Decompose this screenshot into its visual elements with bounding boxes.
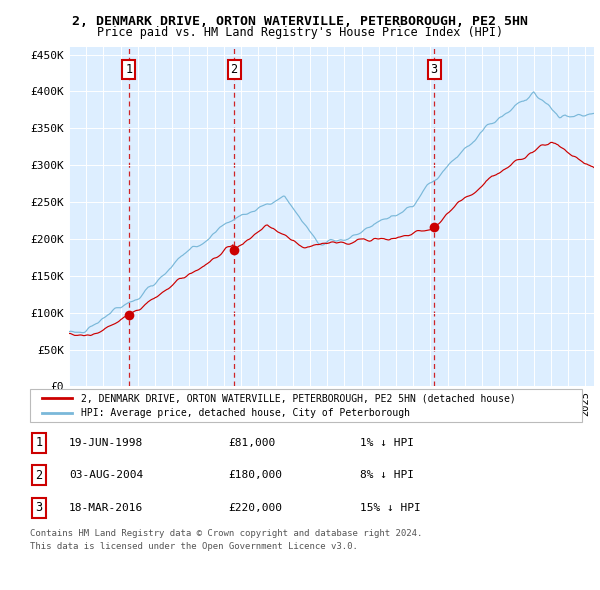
Text: 2, DENMARK DRIVE, ORTON WATERVILLE, PETERBOROUGH, PE2 5HN: 2, DENMARK DRIVE, ORTON WATERVILLE, PETE… [72, 15, 528, 28]
Text: 8% ↓ HPI: 8% ↓ HPI [360, 470, 414, 480]
Text: 2: 2 [230, 63, 238, 76]
Text: Contains HM Land Registry data © Crown copyright and database right 2024.: Contains HM Land Registry data © Crown c… [30, 529, 422, 537]
Text: Price paid vs. HM Land Registry's House Price Index (HPI): Price paid vs. HM Land Registry's House … [97, 26, 503, 39]
Text: 18-MAR-2016: 18-MAR-2016 [69, 503, 143, 513]
Text: 15% ↓ HPI: 15% ↓ HPI [360, 503, 421, 513]
Text: This data is licensed under the Open Government Licence v3.0.: This data is licensed under the Open Gov… [30, 542, 358, 550]
Text: HPI: Average price, detached house, City of Peterborough: HPI: Average price, detached house, City… [81, 408, 410, 418]
Text: £81,000: £81,000 [228, 438, 275, 448]
Text: 1: 1 [35, 436, 43, 450]
Text: 19-JUN-1998: 19-JUN-1998 [69, 438, 143, 448]
Text: 3: 3 [431, 63, 437, 76]
Text: 1: 1 [125, 63, 132, 76]
Text: 3: 3 [35, 501, 43, 514]
Text: 1% ↓ HPI: 1% ↓ HPI [360, 438, 414, 448]
Text: £220,000: £220,000 [228, 503, 282, 513]
Text: 03-AUG-2004: 03-AUG-2004 [69, 470, 143, 480]
Text: 2: 2 [35, 468, 43, 482]
Text: £180,000: £180,000 [228, 470, 282, 480]
Text: 2, DENMARK DRIVE, ORTON WATERVILLE, PETERBOROUGH, PE2 5HN (detached house): 2, DENMARK DRIVE, ORTON WATERVILLE, PETE… [81, 394, 516, 404]
